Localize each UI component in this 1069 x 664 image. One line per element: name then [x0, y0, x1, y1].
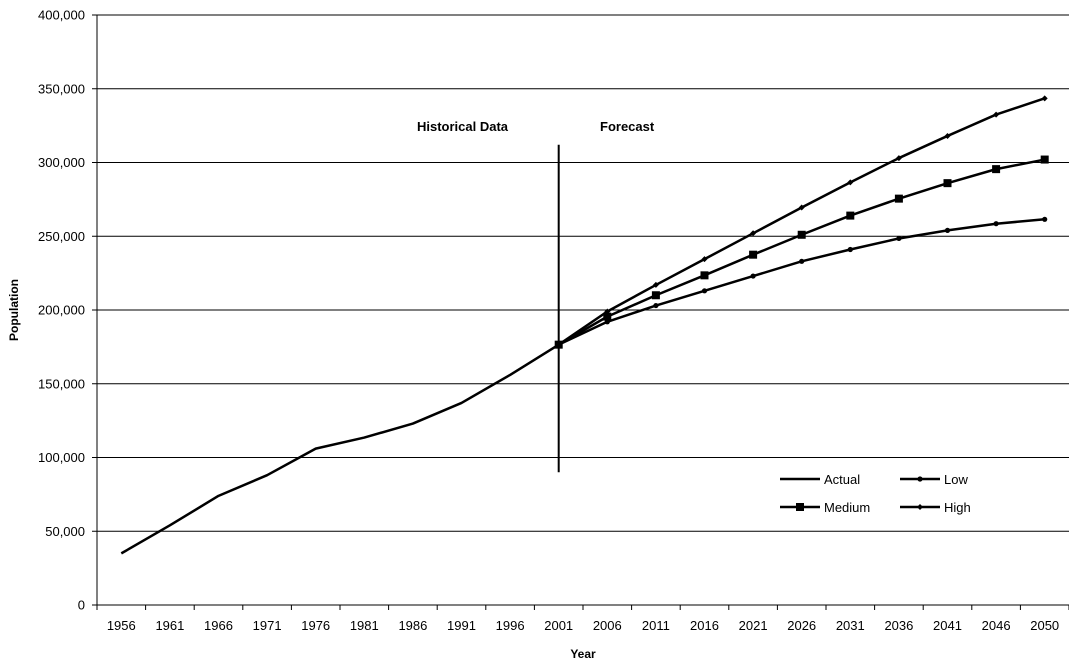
data-point-medium	[992, 165, 1001, 174]
data-point-low	[701, 288, 708, 294]
series-line-medium	[558, 158, 1045, 346]
x-tick-label: 2006	[593, 618, 622, 633]
data-point-medium	[700, 271, 709, 280]
y-tick-label: 250,000	[38, 229, 85, 244]
data-point-high	[993, 111, 1000, 118]
y-tick-label: 50,000	[45, 524, 85, 539]
data-point-low	[653, 302, 659, 309]
data-point-medium	[1040, 155, 1049, 164]
legend-marker-high	[917, 504, 923, 510]
x-tick-label: 1971	[253, 618, 282, 633]
legend-label-actual: Actual	[824, 472, 860, 487]
x-tick-label: 1991	[447, 618, 476, 633]
legend-label-medium: Medium	[824, 500, 870, 515]
data-point-high	[847, 179, 854, 186]
data-point-medium	[846, 211, 855, 220]
y-tick-label: 150,000	[38, 376, 85, 391]
x-tick-label: 1966	[204, 618, 233, 633]
legend: Actual Low Medium High	[780, 472, 971, 515]
y-tick-label: 0	[78, 598, 85, 613]
data-point-medium	[749, 250, 758, 259]
data-point-high	[604, 308, 611, 315]
data-point-medium	[943, 179, 952, 188]
y-axis-title: Population	[7, 279, 21, 341]
x-tick-label: 2050	[1030, 618, 1059, 633]
data-point-low	[750, 273, 756, 279]
data-point-medium	[651, 291, 660, 300]
x-tick-label: 2031	[836, 618, 865, 633]
data-point-medium	[797, 230, 806, 239]
y-tick-label: 100,000	[38, 450, 85, 465]
y-tick-label: 350,000	[38, 81, 85, 96]
y-tick-label: 300,000	[38, 155, 85, 170]
x-tick-label: 1986	[398, 618, 427, 633]
x-tick-label: 1981	[350, 618, 379, 633]
legend-marker-low	[917, 476, 923, 482]
legend-marker-medium	[796, 503, 804, 511]
y-tick-labels: 0 50,000 100,000 150,000 200,000 250,000 300,0…	[38, 8, 85, 613]
data-point-low	[896, 235, 902, 242]
x-axis-title: Year	[570, 647, 596, 661]
data-point-medium	[603, 312, 612, 321]
data-point-low	[1042, 216, 1048, 222]
data-point-high	[701, 256, 708, 263]
data-point-low	[993, 221, 999, 227]
x-tick-label: 1996	[496, 618, 525, 633]
x-tick-label: 1961	[155, 618, 184, 633]
data-point-low	[799, 258, 805, 264]
y-tick-label: 200,000	[38, 303, 85, 318]
data-point-low	[847, 246, 853, 253]
data-point-high	[944, 132, 951, 139]
series-line-actual	[120, 343, 560, 555]
x-tick-label: 2021	[739, 618, 768, 633]
axes	[92, 14, 1069, 610]
x-tick-label: 2036	[884, 618, 913, 633]
series-lines	[120, 97, 1046, 555]
data-point-high	[798, 204, 805, 211]
data-point-medium	[894, 194, 903, 203]
data-point-low	[944, 227, 951, 233]
data-point-high	[1041, 95, 1048, 102]
x-tick-labels: 1956 1961 1966 1971 1976 1981 1986 1991 1996 2001…	[107, 618, 1059, 633]
data-point-high	[652, 281, 659, 288]
legend-label-low: Low	[944, 472, 968, 487]
x-tick-label: 1976	[301, 618, 330, 633]
legend-label-high: High	[944, 500, 971, 515]
x-tick-label: 2041	[933, 618, 962, 633]
x-tick-label: 1956	[107, 618, 136, 633]
historical-data-label: Historical Data	[417, 119, 509, 134]
data-point-high	[895, 155, 902, 162]
data-point-high	[750, 230, 757, 237]
x-tick-label: 2046	[982, 618, 1011, 633]
data-point-high	[555, 341, 562, 348]
x-tick-label: 2016	[690, 618, 719, 633]
x-tick-label: 2001	[544, 618, 573, 633]
forecast-label: Forecast	[600, 119, 655, 134]
gridlines	[97, 14, 1069, 532]
series-line-high	[557, 97, 1046, 346]
x-tick-label: 2026	[787, 618, 816, 633]
x-tick-label: 2011	[642, 618, 670, 633]
series-markers	[554, 95, 1049, 349]
y-tick-label: 400,000	[38, 8, 85, 23]
